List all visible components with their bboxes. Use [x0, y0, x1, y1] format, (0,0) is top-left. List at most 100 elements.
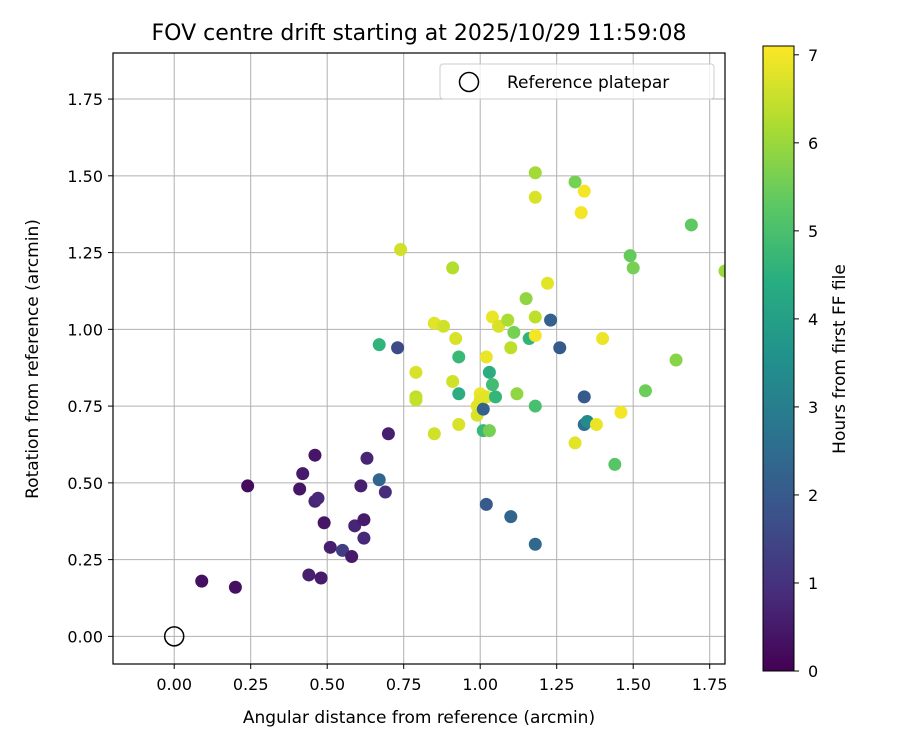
- data-point: [504, 341, 518, 355]
- colorbar-tick-label: 3: [808, 398, 818, 417]
- data-point: [354, 479, 368, 493]
- data-point: [638, 384, 652, 398]
- data-point: [718, 264, 725, 278]
- data-point: [372, 473, 386, 487]
- data-point: [574, 206, 588, 220]
- legend-box: [439, 63, 715, 100]
- x-tick-label: 1.75: [692, 675, 728, 694]
- x-axis-label: Angular distance from reference (arcmin): [243, 708, 595, 728]
- x-tick-label: 1.25: [539, 675, 575, 694]
- colorbar-label: Hours from first FF file: [830, 264, 850, 454]
- legend-marker: [458, 71, 480, 93]
- data-point: [568, 436, 582, 450]
- y-tick-label: 0.25: [67, 551, 103, 570]
- x-tick-label: 1.50: [615, 675, 651, 694]
- data-point: [485, 378, 499, 392]
- grid-lines: [113, 53, 725, 664]
- data-point: [311, 491, 325, 505]
- data-point: [568, 175, 582, 189]
- data-point: [409, 393, 423, 407]
- x-axis-ticks: 0.00 0.25 0.50 0.75 1.00 1.25 1.50 1.75: [156, 664, 728, 694]
- data-point: [528, 537, 542, 551]
- data-point: [596, 332, 610, 346]
- data-point: [409, 365, 423, 379]
- data-point: [479, 497, 493, 511]
- data-point: [626, 261, 640, 275]
- data-point: [482, 424, 496, 438]
- data-point: [482, 365, 496, 379]
- y-tick-label: 1.75: [67, 90, 103, 109]
- data-points: [195, 166, 725, 594]
- x-tick-label: 0.50: [309, 675, 345, 694]
- data-point: [684, 218, 698, 232]
- data-point: [553, 341, 567, 355]
- legend-label: Reference platepar: [507, 73, 669, 93]
- data-point: [436, 319, 450, 333]
- data-point: [317, 516, 331, 530]
- data-point: [302, 568, 316, 582]
- data-point: [528, 328, 542, 342]
- colorbar-tick-label: 5: [808, 222, 818, 241]
- y-tick-label: 1.25: [67, 244, 103, 263]
- data-point: [528, 310, 542, 324]
- colorbar-tick-label: 7: [808, 46, 818, 65]
- x-tick-label: 0.00: [156, 675, 192, 694]
- data-point: [623, 249, 637, 263]
- data-point: [614, 405, 628, 419]
- data-point: [296, 467, 310, 481]
- data-point: [489, 390, 502, 404]
- data-point: [357, 531, 371, 545]
- data-point: [528, 399, 542, 413]
- colorbar-tick-label: 6: [808, 134, 818, 153]
- data-point: [501, 313, 515, 327]
- data-point: [323, 540, 337, 554]
- data-point: [492, 319, 506, 333]
- data-point: [577, 390, 591, 404]
- colorbar-tick-label: 4: [808, 310, 818, 329]
- data-point: [228, 580, 242, 594]
- data-point: [452, 387, 466, 401]
- data-point: [360, 451, 374, 465]
- y-axis-ticks: 0.00 0.25 0.50 0.75 1.00 1.25 1.50 1.75: [67, 90, 113, 646]
- data-point: [507, 325, 521, 339]
- data-point: [519, 292, 533, 306]
- data-point: [394, 243, 408, 257]
- data-point: [357, 513, 371, 527]
- data-point: [541, 276, 555, 290]
- data-point: [485, 310, 499, 324]
- data-point: [241, 479, 255, 493]
- data-point: [544, 313, 558, 327]
- data-point: [308, 448, 322, 462]
- data-point: [528, 166, 542, 180]
- data-point: [589, 418, 603, 432]
- data-point: [348, 519, 362, 533]
- data-point: [378, 485, 392, 499]
- data-point: [452, 350, 466, 364]
- legend: Reference platepar: [439, 63, 715, 100]
- data-point: [476, 402, 490, 416]
- y-tick-label: 0.75: [67, 397, 103, 416]
- data-point: [452, 418, 466, 432]
- y-tick-label: 0.50: [67, 474, 103, 493]
- data-point: [195, 574, 209, 588]
- data-point: [427, 427, 441, 441]
- y-tick-label: 1.00: [67, 320, 103, 339]
- data-point: [391, 341, 405, 355]
- data-point: [479, 390, 493, 404]
- data-point: [449, 332, 463, 346]
- data-point: [336, 543, 349, 557]
- y-tick-label: 0.00: [67, 627, 103, 646]
- y-tick-label: 1.50: [67, 167, 103, 186]
- colorbar: [762, 45, 795, 672]
- data-point: [479, 350, 493, 364]
- data-point: [381, 427, 395, 441]
- reference-point: [163, 626, 185, 647]
- x-tick-label: 1.00: [462, 675, 498, 694]
- colorbar-tick-label: 0: [808, 662, 818, 681]
- data-point: [293, 482, 307, 496]
- colorbar-ticks: 0 1 2 3 4 5 6 7: [794, 46, 818, 681]
- data-point: [608, 457, 622, 471]
- chart-title: FOV centre drift starting at 2025/10/29 …: [152, 21, 687, 46]
- data-point: [504, 510, 518, 524]
